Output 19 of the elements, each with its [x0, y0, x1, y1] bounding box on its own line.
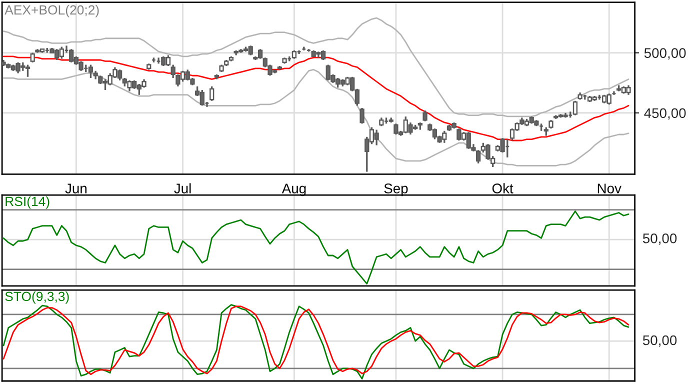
x-tick-label: Nov	[598, 184, 622, 194]
x-tick-label: Sep	[384, 184, 408, 196]
text: 50,00	[642, 335, 677, 347]
line-series	[2, 17, 630, 118]
x-tick-label: Okt	[492, 183, 514, 194]
candlestick	[422, 110, 428, 122]
candlestick	[210, 86, 214, 102]
candlestick	[30, 52, 35, 64]
chart-title: RSI(14)	[6, 196, 50, 209]
y-tick-label: 500,00	[644, 48, 686, 60]
y-tick-label: 450,00	[644, 108, 686, 120]
candlestick	[572, 100, 578, 116]
candlestick	[88, 64, 94, 79]
x-tick-label: Jun	[65, 184, 86, 194]
x-tick-label: Jul	[174, 183, 191, 194]
candlestick	[360, 107, 364, 125]
text: 50,00	[642, 233, 677, 245]
chart-title: AEX+BOL(20;2)	[4, 4, 99, 18]
chart-title: STO(9,3,3)	[5, 291, 69, 304]
